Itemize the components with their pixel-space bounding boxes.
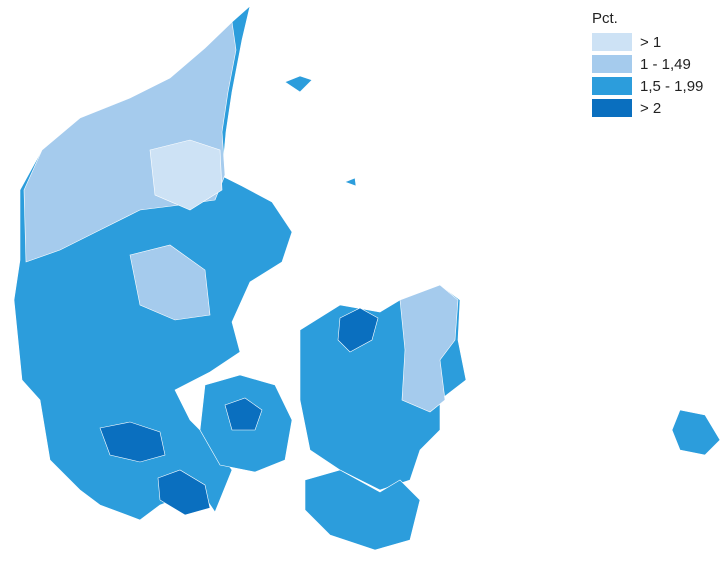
region-laeso bbox=[284, 75, 313, 93]
legend-label: 1 - 1,49 bbox=[640, 55, 691, 73]
region-dark-funen bbox=[224, 397, 263, 431]
legend-label: > 2 bbox=[640, 99, 662, 117]
legend-title: Pct. bbox=[592, 10, 618, 27]
legend-label: > 1 bbox=[640, 33, 662, 51]
legend-label: 1,5 - 1,99 bbox=[640, 77, 704, 95]
legend-item: 1 - 1,49 bbox=[592, 53, 703, 75]
legend-swatch bbox=[592, 77, 632, 95]
legend: Pct. > 1 1 - 1,49 1,5 - 1,99 > 2 bbox=[592, 10, 703, 119]
region-dark-jutland-south bbox=[99, 421, 166, 463]
legend-swatch bbox=[592, 33, 632, 51]
region-dark-als bbox=[157, 469, 211, 516]
legend-swatch bbox=[592, 99, 632, 117]
region-bornholm bbox=[671, 409, 720, 456]
region-lolland-falster bbox=[304, 469, 421, 551]
region-north-jutland-light bbox=[149, 139, 223, 211]
region-copenhagen-light bbox=[399, 284, 459, 413]
legend-swatch bbox=[592, 55, 632, 73]
legend-item: > 2 bbox=[592, 97, 703, 119]
region-dark-zealand-north bbox=[337, 307, 379, 353]
region-aarhus-area bbox=[129, 244, 211, 321]
legend-item: > 1 bbox=[592, 31, 703, 53]
legend-item: 1,5 - 1,99 bbox=[592, 75, 703, 97]
region-anholt bbox=[344, 177, 357, 187]
